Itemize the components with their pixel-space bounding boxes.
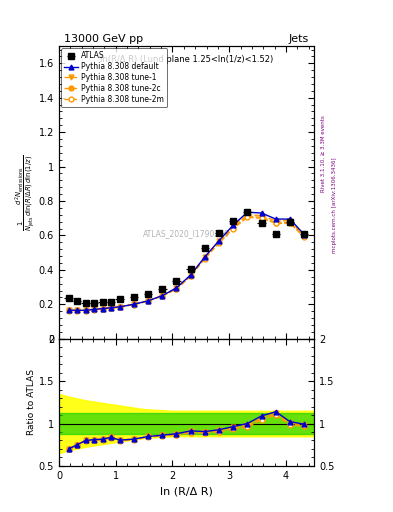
Text: ln(R/Δ R) (Lund plane 1.25<ln(1/z)<1.52): ln(R/Δ R) (Lund plane 1.25<ln(1/z)<1.52) [100,55,273,64]
Pythia 8.308 tune-1 [118,304,122,310]
Pythia 8.308 default [83,307,88,313]
Pythia 8.308 tune-2c [100,306,105,312]
Pythia 8.308 default [174,285,179,291]
Pythia 8.308 default [160,292,165,298]
Pythia 8.308 tune-1 [109,305,114,311]
Pythia 8.308 tune-1 [245,211,250,218]
Y-axis label: $\frac{1}{N_{\mathrm{jets}}}\frac{d^2 N_{\mathrm{emissions}}}{d\ln(R/\Delta R)\,: $\frac{1}{N_{\mathrm{jets}}}\frac{d^2 N_… [14,154,37,231]
Text: ATLAS_2020_I1790256: ATLAS_2020_I1790256 [143,229,230,238]
Pythia 8.308 tune-2m [174,286,179,292]
Pythia 8.308 tune-2c [109,305,114,311]
Pythia 8.308 default [75,307,79,313]
Pythia 8.308 tune-2c [75,307,79,313]
Pythia 8.308 default [288,216,292,222]
Pythia 8.308 tune-2c [217,239,221,245]
Pythia 8.308 tune-1 [160,292,165,298]
Text: 13000 GeV pp: 13000 GeV pp [64,33,143,44]
Pythia 8.308 tune-2m [274,220,278,226]
Pythia 8.308 default [66,307,71,313]
Pythia 8.308 tune-1 [75,307,79,313]
Pythia 8.308 tune-2c [231,225,235,231]
Pythia 8.308 tune-2m [92,307,97,313]
Pythia 8.308 tune-2c [160,292,165,298]
Pythia 8.308 default [109,305,114,311]
Pythia 8.308 tune-2c [259,215,264,221]
Pythia 8.308 tune-2m [83,308,88,314]
Pythia 8.308 tune-2m [259,215,264,221]
Pythia 8.308 default [259,210,264,216]
Pythia 8.308 tune-2m [288,220,292,226]
Pythia 8.308 tune-1 [231,223,235,229]
Pythia 8.308 tune-1 [100,306,105,312]
Pythia 8.308 tune-2c [202,255,207,261]
Line: Pythia 8.308 tune-2m: Pythia 8.308 tune-2m [66,215,307,313]
Pythia 8.308 default [188,272,193,278]
Pythia 8.308 tune-1 [202,254,207,260]
Pythia 8.308 tune-1 [92,306,97,312]
Line: Pythia 8.308 default: Pythia 8.308 default [66,210,307,313]
Pythia 8.308 tune-2c [146,298,151,304]
Pythia 8.308 tune-2m [160,293,165,299]
Line: Pythia 8.308 tune-1: Pythia 8.308 tune-1 [66,212,307,313]
Pythia 8.308 default [146,298,151,304]
Pythia 8.308 default [274,216,278,222]
Pythia 8.308 default [132,301,136,307]
Pythia 8.308 tune-2m [118,304,122,310]
Pythia 8.308 tune-1 [288,218,292,224]
Pythia 8.308 default [231,222,235,228]
Y-axis label: Ratio to ATLAS: Ratio to ATLAS [27,369,36,435]
Pythia 8.308 tune-1 [146,298,151,304]
Pythia 8.308 default [217,238,221,244]
Legend: ATLAS, Pythia 8.308 default, Pythia 8.308 tune-1, Pythia 8.308 tune-2c, Pythia 8: ATLAS, Pythia 8.308 default, Pythia 8.30… [61,48,167,107]
X-axis label: ln (R/Δ R): ln (R/Δ R) [160,486,213,496]
Pythia 8.308 tune-2c [92,306,97,312]
Pythia 8.308 tune-1 [174,285,179,291]
Pythia 8.308 tune-1 [217,239,221,245]
Pythia 8.308 tune-2m [188,273,193,280]
Pythia 8.308 tune-2c [66,307,71,313]
Pythia 8.308 tune-2m [146,298,151,304]
Line: Pythia 8.308 tune-2c: Pythia 8.308 tune-2c [66,214,307,313]
Pythia 8.308 tune-1 [274,218,278,224]
Pythia 8.308 tune-1 [83,307,88,313]
Pythia 8.308 tune-2m [132,302,136,308]
Text: Rivet 3.1.10, ≥ 3.3M events: Rivet 3.1.10, ≥ 3.3M events [320,115,325,192]
Pythia 8.308 tune-2c [274,220,278,226]
Pythia 8.308 tune-2c [288,220,292,226]
Pythia 8.308 default [245,209,250,215]
Pythia 8.308 tune-2c [83,307,88,313]
Pythia 8.308 tune-1 [259,212,264,219]
Pythia 8.308 default [92,306,97,312]
Pythia 8.308 tune-2m [245,215,250,221]
Pythia 8.308 tune-2m [109,305,114,311]
Pythia 8.308 tune-2c [132,301,136,307]
Pythia 8.308 tune-2m [202,255,207,262]
Pythia 8.308 tune-1 [66,307,71,313]
Pythia 8.308 tune-2c [174,286,179,292]
Text: mcplots.cern.ch [arXiv:1306.3436]: mcplots.cern.ch [arXiv:1306.3436] [332,157,337,252]
Pythia 8.308 default [202,254,207,260]
Pythia 8.308 default [100,306,105,312]
Pythia 8.308 tune-1 [132,301,136,307]
Pythia 8.308 tune-2m [66,308,71,314]
Pythia 8.308 tune-1 [188,272,193,278]
Pythia 8.308 tune-2c [188,273,193,279]
Text: Jets: Jets [289,33,309,44]
Pythia 8.308 tune-2c [302,233,307,239]
Pythia 8.308 tune-2c [118,304,122,310]
Pythia 8.308 tune-2c [245,214,250,220]
Pythia 8.308 tune-2m [302,234,307,240]
Pythia 8.308 default [302,231,307,238]
Pythia 8.308 tune-2m [231,225,235,231]
Pythia 8.308 default [118,304,122,310]
Pythia 8.308 tune-2m [75,308,79,314]
Pythia 8.308 tune-2m [217,240,221,246]
Pythia 8.308 tune-2m [100,306,105,312]
Pythia 8.308 tune-1 [302,232,307,239]
